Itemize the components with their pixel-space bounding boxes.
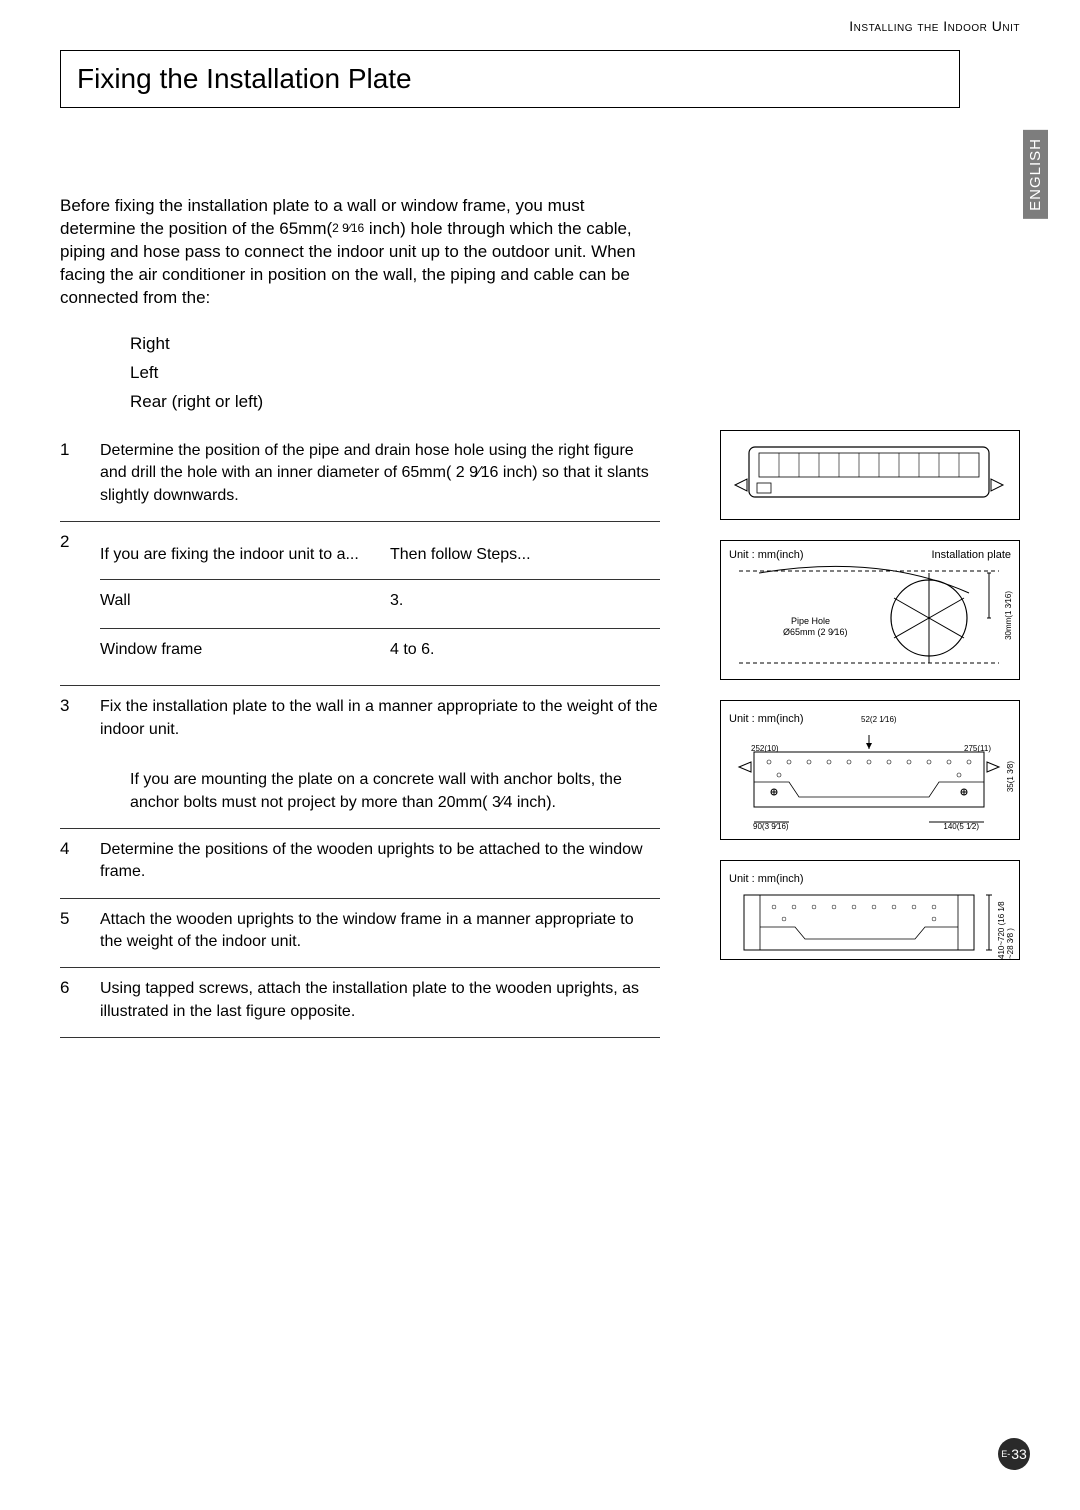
- steps-table: 1 Determine the position of the pipe and…: [60, 430, 660, 1038]
- fig2-30mm: 30mm(1 3⁄16): [1004, 591, 1013, 640]
- step-text: Fix the installation plate to the wall i…: [100, 696, 660, 741]
- page-number-badge: E-33: [998, 1438, 1030, 1470]
- fig3-275: 275(11): [964, 744, 991, 753]
- subtable-header-a: If you are fixing the indoor unit to a..…: [100, 538, 390, 572]
- fig3-52: 52(2 1⁄16): [861, 715, 897, 724]
- step-note: If you are mounting the plate on a concr…: [60, 755, 660, 829]
- intro-paragraph: Before fixing the installation plate to …: [60, 195, 660, 310]
- step-number: 5: [60, 909, 100, 954]
- step-row: 6 Using tapped screws, attach the instal…: [60, 968, 660, 1038]
- step-number: 3: [60, 696, 100, 741]
- figure-plate-label: Installation plate: [932, 549, 1012, 561]
- step-row: 1 Determine the position of the pipe and…: [60, 430, 660, 522]
- step-number: 4: [60, 839, 100, 884]
- direction-item: Rear (right or left): [130, 388, 263, 417]
- step-number: 6: [60, 978, 100, 1023]
- subtable-cell: Window frame: [100, 628, 390, 671]
- figure-uprights: Unit : mm(inch) 410~720 (16 1⁄8 ~28 3⁄8 …: [720, 860, 1020, 960]
- step-text: Using tapped screws, attach the installa…: [100, 978, 660, 1023]
- direction-item: Right: [130, 330, 263, 359]
- direction-item: Left: [130, 359, 263, 388]
- step-text: Determine the position of the pipe and d…: [100, 440, 660, 507]
- step-row: 2 If you are fixing the indoor unit to a…: [60, 522, 660, 686]
- step-row: 5 Attach the wooden uprights to the wind…: [60, 899, 660, 969]
- intro-fraction: 2 9⁄16: [332, 221, 364, 235]
- fig4-range: 410~720 (16 1⁄8 ~28 3⁄8 ): [997, 889, 1015, 959]
- step-text: Determine the positions of the wooden up…: [100, 839, 660, 884]
- pipe-hole-text: Pipe Hole: [791, 616, 830, 626]
- pipe-diameter-text: Ø65mm (2 9⁄16): [783, 627, 848, 637]
- figure-unit-label: Unit : mm(inch): [729, 873, 804, 885]
- page-title: Fixing the Installation Plate: [60, 50, 960, 108]
- subtable-row: Wall 3.: [100, 579, 660, 622]
- fig3-35: 35(1 3⁄8): [1006, 761, 1015, 792]
- subtable-row: Window frame 4 to 6.: [100, 628, 660, 671]
- fig3-252: 252(10): [751, 744, 779, 753]
- subtable-header: If you are fixing the indoor unit to a..…: [100, 538, 660, 572]
- subtable-cell: 3.: [390, 579, 660, 622]
- fig3-90: 90(3 9⁄16): [753, 822, 789, 831]
- page-prefix: E-: [1001, 1449, 1010, 1459]
- subtable-cell: 4 to 6.: [390, 628, 660, 671]
- figure-unit-label: Unit : mm(inch): [729, 549, 804, 561]
- figure-unit-label: Unit : mm(inch): [729, 713, 804, 725]
- figure-plate-hole: Unit : mm(inch) Installation plate Pipe …: [720, 540, 1020, 680]
- language-tab: ENGLISH: [1023, 130, 1048, 219]
- section-header: Installing the Indoor Unit: [849, 18, 1020, 34]
- figure-indoor-unit: [720, 430, 1020, 520]
- step-text: Attach the wooden uprights to the window…: [100, 909, 660, 954]
- subtable-header-b: Then follow Steps...: [390, 538, 660, 572]
- step-row: 3 Fix the installation plate to the wall…: [60, 686, 660, 755]
- figure-plate-dimensions: Unit : mm(inch) 252(10) 275(11) 90(: [720, 700, 1020, 840]
- fig3-140: 140(5 1⁄2): [943, 822, 979, 831]
- step-row: 4 Determine the positions of the wooden …: [60, 829, 660, 899]
- step-number: 2: [60, 532, 100, 671]
- subtable-cell: Wall: [100, 579, 390, 622]
- step-subtable: If you are fixing the indoor unit to a..…: [100, 532, 660, 671]
- step-number: 1: [60, 440, 100, 507]
- page-number: 33: [1011, 1446, 1027, 1462]
- figure-column: Unit : mm(inch) Installation plate Pipe …: [720, 430, 1020, 980]
- direction-list: Right Left Rear (right or left): [130, 330, 263, 417]
